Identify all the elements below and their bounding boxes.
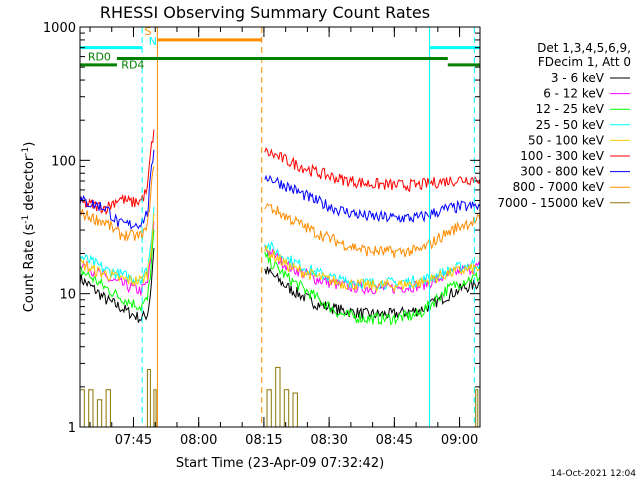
y-axis-label-sup2: -1 xyxy=(21,147,31,156)
flag-label-rd4: RD4 xyxy=(121,58,144,71)
legend: Det 1,3,4,5,6,9, FDecim 1, Att 0 3 - 6 k… xyxy=(497,41,631,210)
y-tick-label: 10 xyxy=(59,288,76,303)
y-axis-label-end: ) xyxy=(22,142,37,147)
y-tick-label: 1000 xyxy=(43,21,76,36)
x-tick-label: 09:00 xyxy=(441,433,478,448)
y-tick-label: 100 xyxy=(51,154,76,169)
legend-entry-label: 6 - 12 keV xyxy=(543,87,605,101)
x-tick-label: 08:00 xyxy=(180,433,217,448)
annotation-layer: SN RD0 RD4 xyxy=(80,25,480,427)
legend-entry-label: 7000 - 15000 keV xyxy=(497,196,604,210)
x-tick-label: 08:15 xyxy=(245,433,282,448)
y-tick-label: 1 xyxy=(68,421,76,436)
flag-label-n: N xyxy=(149,35,157,48)
legend-entry-label: 12 - 25 keV xyxy=(536,102,605,116)
series-line-0-seg-1 xyxy=(264,266,481,320)
legend-entry-label: 50 - 100 keV xyxy=(528,133,605,147)
x-tick-label: 08:45 xyxy=(376,433,413,448)
axis-layer: 1 10 100 1000 07:45 08:00 08:15 08:30 08:45 09:00 xyxy=(43,21,480,448)
legend-entry-label: 25 - 50 keV xyxy=(536,118,605,132)
series-line-4-seg-1 xyxy=(264,245,481,293)
series-line-2-seg-0 xyxy=(79,230,155,312)
legend-entry-label: 100 - 300 keV xyxy=(520,149,604,163)
legend-entry-label: 800 - 7000 keV xyxy=(513,180,605,194)
plot-frame xyxy=(79,26,481,428)
series-line-6-seg-1 xyxy=(264,174,481,224)
x-tick-label: 08:30 xyxy=(310,433,347,448)
series-line-3-seg-1 xyxy=(264,241,481,290)
series-line-7-seg-1 xyxy=(264,202,481,258)
y-axis-label-mid: detector xyxy=(22,155,37,215)
x-tick-label: 07:45 xyxy=(115,433,152,448)
flag-label-rd0: RD0 xyxy=(88,51,111,64)
y-axis-label-sup1: -1 xyxy=(21,215,31,224)
y-axis-label: Count Rate (s-1 detector-1) xyxy=(21,142,37,313)
series-line-8-seg-3 xyxy=(475,389,479,427)
legend-entry-label: 300 - 800 keV xyxy=(520,165,604,179)
footer-timestamp: 14-Oct-2021 12:04 xyxy=(551,469,637,479)
series-line-5-seg-1 xyxy=(264,147,481,193)
legend-header-line1: Det 1,3,4,5,6,9, xyxy=(537,41,631,55)
chart-title: RHESSI Observing Summary Count Rates xyxy=(100,3,430,22)
series-line-2-seg-1 xyxy=(264,251,481,326)
legend-entry-label: 3 - 6 keV xyxy=(551,71,605,85)
flag-label-s: S xyxy=(144,25,151,38)
legend-header-line2: FDecim 1, Att 0 xyxy=(538,55,631,69)
y-axis-label-main: Count Rate (s xyxy=(22,224,37,313)
x-axis-label: Start Time (23-Apr-09 07:32:42) xyxy=(176,456,384,471)
